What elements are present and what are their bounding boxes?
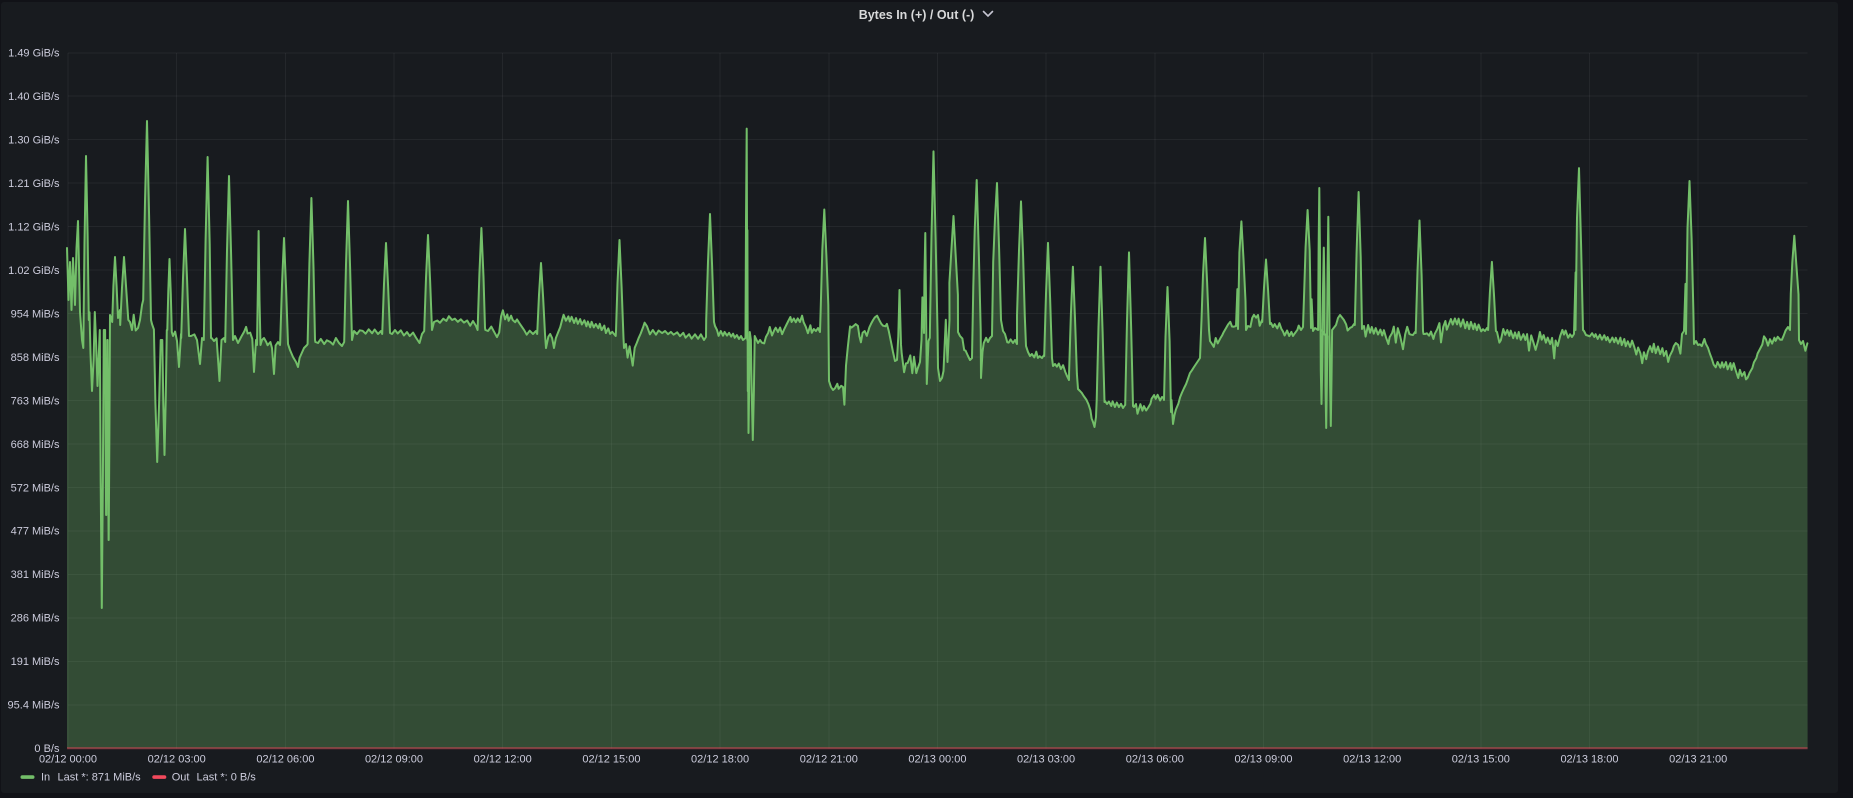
- svg-text:477 MiB/s: 477 MiB/s: [11, 526, 60, 538]
- svg-text:02/12 03:00: 02/12 03:00: [148, 754, 206, 766]
- svg-text:Out: Out: [172, 772, 190, 784]
- svg-text:02/13 06:00: 02/13 06:00: [1126, 754, 1184, 766]
- svg-text:02/13 09:00: 02/13 09:00: [1234, 754, 1292, 766]
- svg-text:1.49 GiB/s: 1.49 GiB/s: [8, 48, 60, 60]
- svg-text:1.12 GiB/s: 1.12 GiB/s: [8, 222, 60, 234]
- svg-text:02/12 18:00: 02/12 18:00: [691, 754, 749, 766]
- svg-text:02/12 00:00: 02/12 00:00: [39, 754, 97, 766]
- svg-text:286 MiB/s: 286 MiB/s: [11, 613, 60, 625]
- svg-text:02/13 21:00: 02/13 21:00: [1669, 754, 1727, 766]
- svg-text:02/13 00:00: 02/13 00:00: [908, 754, 966, 766]
- svg-text:02/12 15:00: 02/12 15:00: [582, 754, 640, 766]
- svg-text:1.40 GiB/s: 1.40 GiB/s: [8, 91, 60, 103]
- svg-text:572 MiB/s: 572 MiB/s: [11, 482, 60, 494]
- svg-text:02/13 03:00: 02/13 03:00: [1017, 754, 1075, 766]
- svg-text:858 MiB/s: 858 MiB/s: [11, 352, 60, 364]
- svg-text:02/12 12:00: 02/12 12:00: [474, 754, 532, 766]
- svg-text:954 MiB/s: 954 MiB/s: [11, 308, 60, 320]
- svg-text:381 MiB/s: 381 MiB/s: [11, 569, 60, 581]
- svg-text:02/13 15:00: 02/13 15:00: [1452, 754, 1510, 766]
- svg-text:191 MiB/s: 191 MiB/s: [11, 656, 60, 668]
- svg-text:Last *: 871 MiB/s: Last *: 871 MiB/s: [58, 772, 142, 784]
- svg-text:02/12 09:00: 02/12 09:00: [365, 754, 423, 766]
- svg-text:95.4 MiB/s: 95.4 MiB/s: [8, 700, 60, 712]
- svg-text:668 MiB/s: 668 MiB/s: [11, 439, 60, 451]
- svg-text:1.21 GiB/s: 1.21 GiB/s: [8, 178, 60, 190]
- svg-text:02/13 18:00: 02/13 18:00: [1560, 754, 1618, 766]
- svg-text:763 MiB/s: 763 MiB/s: [11, 395, 60, 407]
- svg-text:02/13 12:00: 02/13 12:00: [1343, 754, 1401, 766]
- svg-text:02/12 06:00: 02/12 06:00: [256, 754, 314, 766]
- svg-text:1.02 GiB/s: 1.02 GiB/s: [8, 265, 60, 277]
- svg-text:1.30 GiB/s: 1.30 GiB/s: [8, 135, 60, 147]
- svg-text:02/12 21:00: 02/12 21:00: [800, 754, 858, 766]
- svg-text:Last *: 0 B/s: Last *: 0 B/s: [197, 772, 257, 784]
- svg-text:0 B/s: 0 B/s: [34, 743, 60, 755]
- svg-text:In: In: [41, 772, 50, 784]
